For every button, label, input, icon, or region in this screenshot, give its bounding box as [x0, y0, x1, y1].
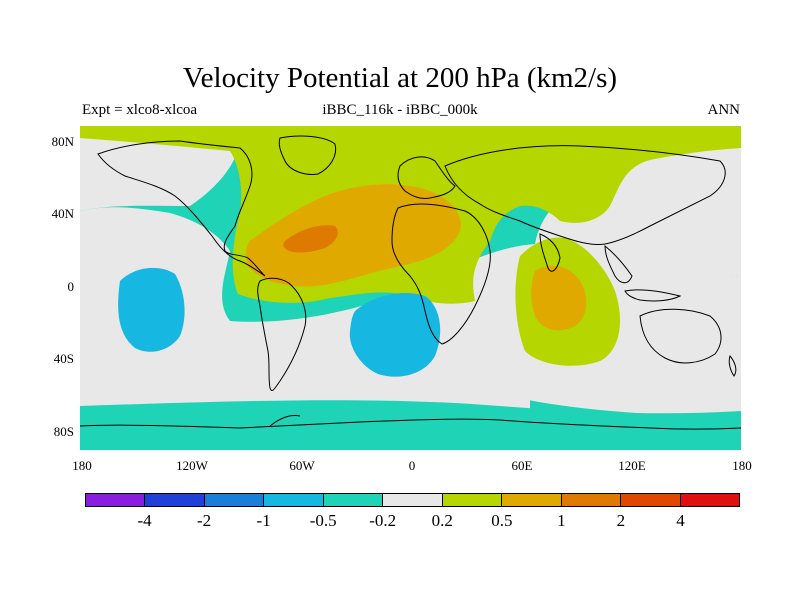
lon-label-60w: 60W: [289, 458, 315, 473]
map-panel: [80, 126, 741, 450]
colorbar-tick-label: -4: [137, 511, 152, 530]
lat-label-0: 0: [67, 279, 75, 294]
colorbar-swatch: [144, 494, 204, 506]
colorbar-swatch: [441, 494, 502, 506]
colorbar-swatch: [620, 494, 680, 506]
contour-positive-2-core: [283, 225, 338, 253]
colorbar-swatch: [501, 494, 561, 506]
contour-southern-ocean: [80, 400, 741, 450]
colorbar-tick-label: 0.5: [491, 511, 513, 530]
colorbar-tick-label: -2: [196, 511, 212, 530]
coast-greenland: [278, 135, 337, 175]
case-label: iBBC_116k - iBBC_000k: [322, 102, 478, 118]
colorbar-tick-label: 0.2: [431, 511, 453, 530]
contour-negative-atlantic: [349, 292, 441, 377]
colorbar-tick-label: 4: [676, 511, 685, 530]
coast-south-america: [257, 277, 307, 391]
colorbar-swatch: [203, 494, 264, 506]
coast-north-america: [97, 140, 266, 277]
colorbar-tick-label: -0.2: [369, 511, 397, 530]
coast-asia: [444, 145, 726, 245]
coast-africa: [391, 203, 491, 345]
colorbar-tick-label: 1: [557, 511, 566, 530]
colorbar-tick-label: -1: [256, 511, 271, 530]
colorbar-swatch: [679, 494, 739, 506]
colorbar-tick-label: 2: [616, 511, 626, 530]
lon-label-120w: 120W: [176, 458, 208, 473]
coastlines: [80, 135, 741, 430]
contour-positive-1-indian: [531, 265, 587, 331]
colorbar-swatch: [382, 494, 442, 506]
contour-negative-pacific: [118, 267, 185, 352]
experiment-label: Expt = xlco8-xlcoa: [82, 102, 198, 118]
plot-title: Velocity Potential at 200 hPa (km2/s): [182, 62, 618, 94]
coast-new-zealand: [728, 354, 737, 377]
coast-antarctic-peninsula: [269, 415, 301, 427]
colorbar-swatch: [263, 494, 323, 506]
colorbar-swatch: [322, 494, 383, 506]
coast-southeast-asia: [604, 244, 633, 284]
lat-label-40n: 40N: [51, 206, 74, 221]
season-label: ANN: [707, 102, 741, 118]
colorbar-swatch: [86, 494, 145, 506]
lon-label-60e: 60E: [511, 458, 533, 473]
coast-indonesia: [624, 289, 682, 302]
contour-positive-1-atlantic: [245, 184, 461, 287]
lon-label-180w: 180: [72, 458, 92, 473]
lat-label-80n: 80N: [51, 134, 74, 149]
lon-label-0: 0: [408, 458, 416, 473]
lon-label-180e: 180: [732, 458, 752, 473]
lon-label-120e: 120E: [618, 458, 646, 473]
coast-antarctica: [80, 418, 741, 430]
coast-india: [539, 233, 561, 272]
coast-europe: [397, 156, 456, 199]
colorbar-tick-label: -0.5: [309, 511, 337, 530]
lat-label-80s: 80S: [53, 424, 74, 439]
contour-map: [80, 126, 741, 450]
colorbar-swatch: [560, 494, 621, 506]
coast-australia: [639, 308, 722, 364]
colorbar: [85, 493, 740, 507]
lat-label-40s: 40S: [53, 351, 74, 366]
